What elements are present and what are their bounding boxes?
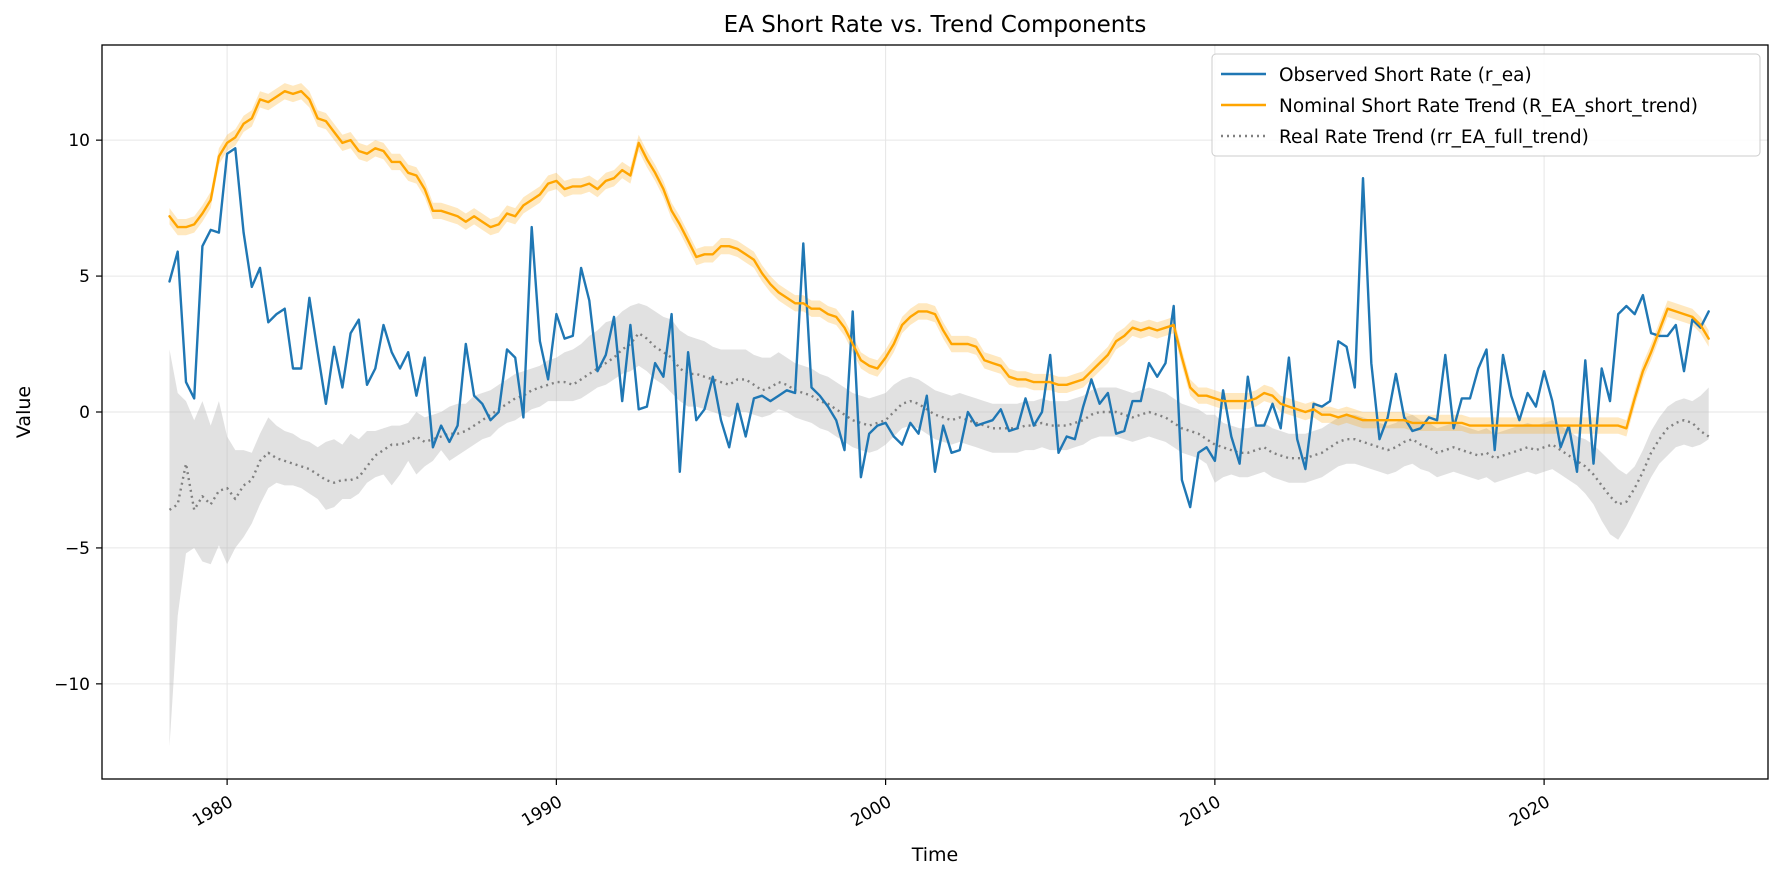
y-tick-label: 5 (79, 267, 90, 287)
grid (102, 45, 1768, 779)
y-tick-label: −10 (54, 675, 90, 695)
chart-title: EA Short Rate vs. Trend Components (724, 12, 1147, 38)
legend-box (1211, 53, 1761, 157)
series-lines (168, 90, 1710, 512)
legend-label-observed: Observed Short Rate (r_ea) (1279, 65, 1532, 86)
observed-short-rate-line (168, 147, 1710, 509)
y-tick-label: 10 (68, 131, 90, 151)
legend-label-real: Real Rate Trend (rr_EA_full_trend) (1279, 127, 1589, 148)
nominal-rate-band (169, 83, 1709, 437)
x-axis-label: Time (911, 844, 959, 866)
real-rate-band (169, 303, 1709, 747)
y-ticks: 10 5 0 −5 −10 (54, 131, 102, 695)
legend-label-nominal: Nominal Short Rate Trend (R_EA_short_tre… (1279, 96, 1698, 117)
legend: Observed Short Rate (r_ea) Nominal Short… (1211, 53, 1761, 157)
real-rate-confidence-band (169, 303, 1709, 747)
nominal-rate-confidence-band (169, 83, 1709, 437)
y-axis-label: Value (13, 386, 35, 438)
y-tick-label: 0 (79, 403, 90, 423)
y-tick-label: −5 (65, 539, 90, 559)
nominal-trend-line (168, 90, 1710, 430)
